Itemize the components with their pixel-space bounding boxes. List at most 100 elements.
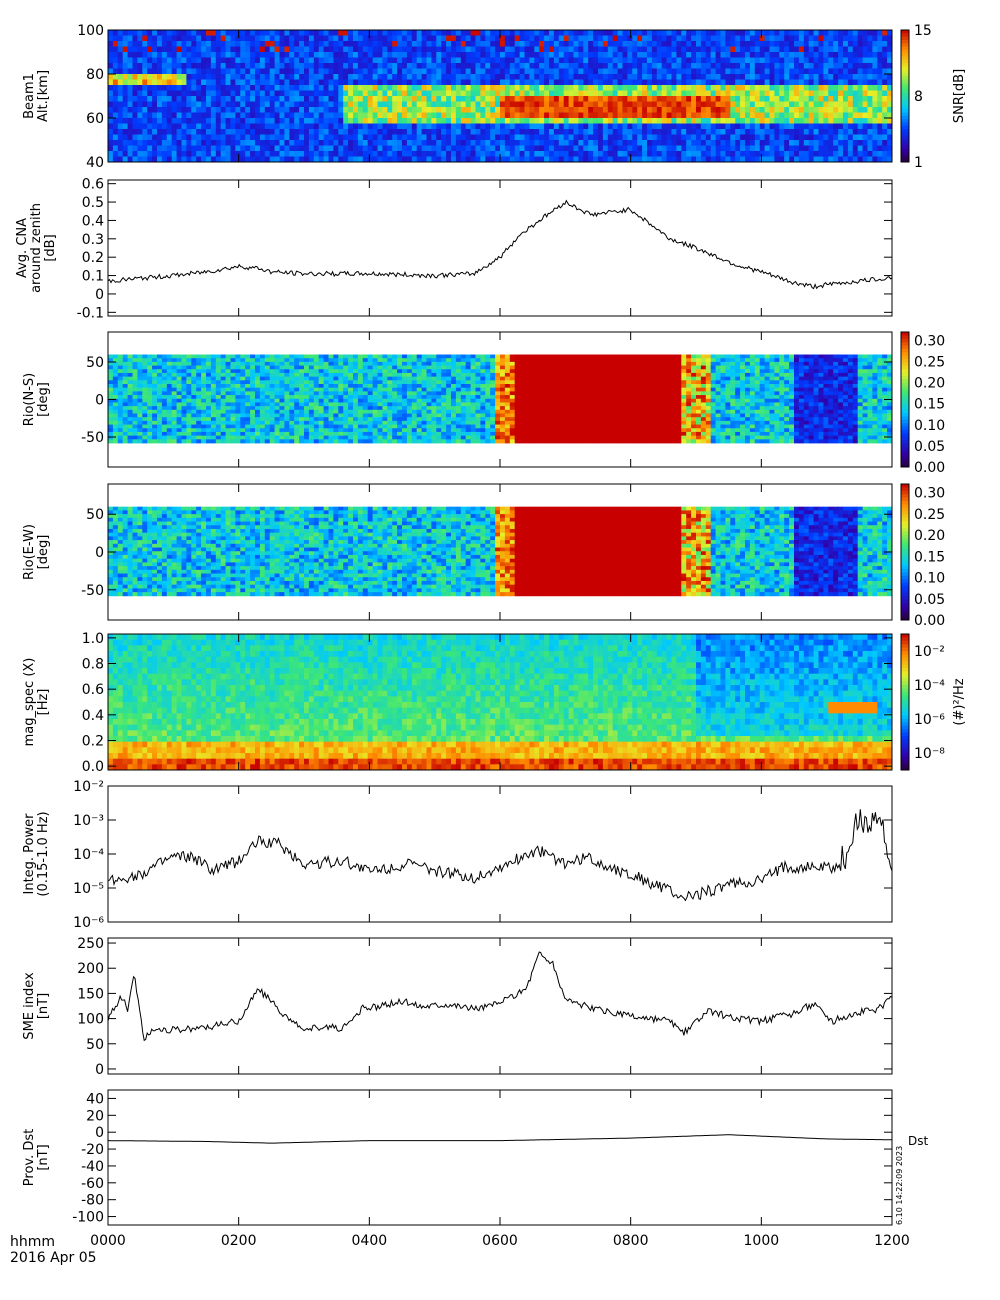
heatmap-cell bbox=[402, 68, 408, 75]
heatmap-cell bbox=[583, 79, 589, 86]
colorbar-cell bbox=[901, 86, 909, 90]
heatmap-cell bbox=[534, 85, 540, 91]
heatmap-cell bbox=[769, 96, 775, 102]
heatmap-cell bbox=[828, 52, 834, 58]
heatmap-cell bbox=[568, 145, 574, 152]
heatmap-cell bbox=[524, 112, 530, 119]
heatmap-cell bbox=[308, 398, 315, 403]
heatmap-cell bbox=[519, 145, 525, 152]
heatmap-cell bbox=[754, 68, 761, 75]
heatmap-cell bbox=[470, 156, 476, 163]
heatmap-cell bbox=[524, 41, 530, 47]
heatmap-cell bbox=[206, 369, 212, 374]
heatmap-cell bbox=[269, 96, 275, 102]
heatmap-cell bbox=[225, 129, 231, 135]
heatmap-cell bbox=[299, 439, 305, 444]
heatmap-cell bbox=[274, 398, 280, 403]
heatmap-cell bbox=[803, 134, 810, 141]
heatmap-cell bbox=[593, 96, 599, 102]
heatmap-cell bbox=[700, 57, 707, 64]
heatmap-cell bbox=[220, 435, 226, 440]
heatmap-cell bbox=[426, 134, 432, 141]
heatmap-cell bbox=[201, 354, 207, 359]
heatmap-cell bbox=[593, 35, 599, 42]
heatmap-cell bbox=[583, 74, 589, 80]
heatmap-cell bbox=[137, 384, 143, 389]
heatmap-cell bbox=[774, 68, 780, 75]
heatmap-cell bbox=[157, 156, 163, 163]
heatmap-cell bbox=[828, 129, 834, 135]
heatmap-cell bbox=[534, 123, 540, 130]
heatmap-cell bbox=[465, 46, 471, 53]
heatmap-cell bbox=[294, 354, 300, 359]
heatmap-cell bbox=[377, 156, 383, 163]
heatmap-cell bbox=[220, 395, 226, 400]
heatmap-cell bbox=[186, 134, 192, 141]
heatmap-cell bbox=[230, 123, 236, 130]
heatmap-cell bbox=[152, 376, 158, 381]
heatmap-cell bbox=[377, 63, 383, 69]
heatmap-cell bbox=[696, 145, 702, 152]
heatmap-cell bbox=[534, 156, 540, 163]
heatmap-cell bbox=[206, 417, 212, 422]
heatmap-cell bbox=[127, 361, 133, 366]
heatmap-cell bbox=[558, 63, 565, 69]
heatmap-cell bbox=[250, 112, 256, 119]
heatmap-cell bbox=[308, 372, 315, 378]
heatmap-cell bbox=[607, 112, 614, 119]
heatmap-cell bbox=[235, 112, 241, 119]
heatmap-cell bbox=[808, 41, 814, 47]
heatmap-cell bbox=[269, 395, 275, 400]
heatmap-cell bbox=[622, 134, 628, 141]
heatmap-cell bbox=[446, 123, 452, 130]
heatmap-cell bbox=[774, 134, 780, 141]
heatmap-cell bbox=[353, 140, 359, 146]
heatmap-cell bbox=[705, 134, 712, 141]
heatmap-cell bbox=[534, 101, 540, 108]
heatmap-cell bbox=[588, 57, 594, 64]
heatmap-cell bbox=[191, 409, 197, 414]
heatmap-cell bbox=[563, 46, 569, 53]
heatmap-cell bbox=[705, 30, 712, 36]
heatmap-cell bbox=[828, 74, 834, 80]
heatmap-cell bbox=[524, 74, 530, 80]
heatmap-cell bbox=[210, 391, 217, 396]
heatmap-cell bbox=[666, 35, 672, 42]
heatmap-cell bbox=[740, 63, 746, 69]
heatmap-cell bbox=[656, 68, 663, 75]
heatmap-cell bbox=[284, 439, 290, 444]
heatmap-cell bbox=[549, 74, 555, 80]
heatmap-cell bbox=[382, 140, 388, 146]
heatmap-cell bbox=[152, 52, 158, 58]
heatmap-cell bbox=[230, 35, 236, 42]
heatmap-cell bbox=[176, 52, 182, 58]
heatmap-cell bbox=[602, 74, 609, 80]
heatmap-cell bbox=[117, 428, 124, 433]
heatmap-cell bbox=[602, 101, 609, 108]
heatmap-cell bbox=[181, 35, 187, 42]
heatmap-cell bbox=[416, 35, 422, 42]
heatmap-cell bbox=[235, 413, 241, 418]
heatmap-cell bbox=[426, 129, 432, 135]
heatmap-cell bbox=[313, 361, 320, 366]
heatmap-cell bbox=[661, 129, 667, 135]
heatmap-cell bbox=[622, 52, 628, 58]
heatmap-cell bbox=[421, 151, 427, 157]
heatmap-cell bbox=[240, 387, 246, 392]
colorbar-cell bbox=[901, 138, 909, 143]
heatmap-cell bbox=[284, 402, 290, 407]
heatmap-cell bbox=[142, 358, 148, 363]
heatmap-cell bbox=[304, 112, 310, 119]
heatmap-cell bbox=[343, 145, 349, 152]
heatmap-cell bbox=[299, 391, 305, 396]
heatmap-cell bbox=[137, 439, 143, 444]
heatmap-cell bbox=[191, 387, 197, 392]
heatmap-cell bbox=[186, 384, 192, 389]
heatmap-cell bbox=[818, 129, 824, 135]
heatmap-cell bbox=[749, 90, 756, 97]
heatmap-cell bbox=[137, 140, 143, 146]
heatmap-cell bbox=[563, 63, 569, 69]
heatmap-cell bbox=[245, 74, 251, 80]
heatmap-cell bbox=[607, 52, 614, 58]
heatmap-cell bbox=[740, 156, 746, 163]
